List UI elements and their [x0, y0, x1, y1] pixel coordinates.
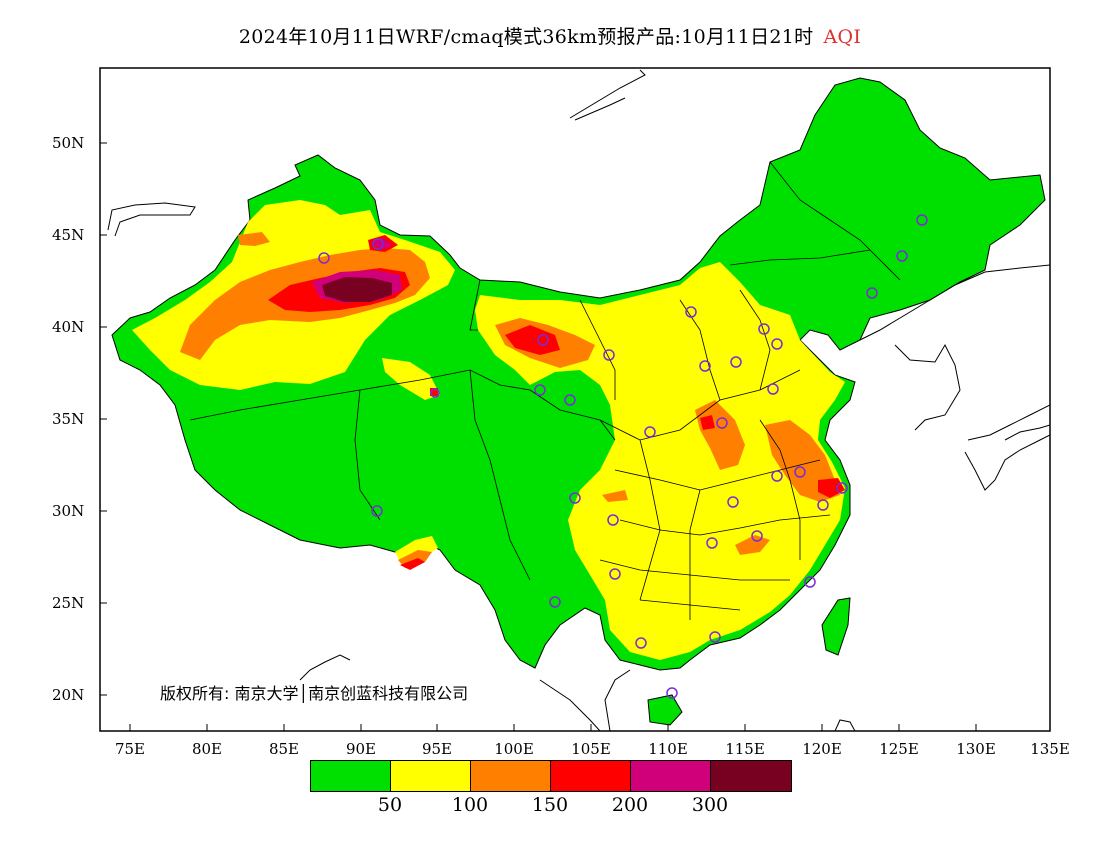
copyright-text: 版权所有: 南京大学│南京创蓝科技有限公司 [160, 684, 469, 703]
lon-label-100e: 100E [494, 740, 534, 758]
colorbar-cell-moderate [391, 761, 471, 791]
usg-zone-hunan [735, 535, 770, 555]
colorbar-label-150: 150 [531, 794, 569, 816]
lat-label-45n: 45N [52, 226, 85, 244]
aqi-colorbar [310, 760, 792, 792]
lon-label-75e: 75E [114, 740, 146, 758]
lat-label-20n: 20N [52, 686, 85, 704]
map-title: 2024年10月11日WRF/cmaq模式36km预报产品:10月11日21时 A… [0, 22, 1100, 49]
lat-label-35n: 35N [52, 410, 85, 428]
hazardous-zone-tarim [322, 277, 392, 302]
unhealthy-zone-henan [700, 415, 715, 430]
lat-label-50n: 50N [52, 134, 85, 152]
taiwan [821, 597, 851, 656]
lon-label-110e: 110E [648, 740, 688, 758]
colorbar-label-100: 100 [451, 794, 489, 816]
moderate-zone-qinghai [382, 358, 440, 400]
unhealthy-zone-yunnan-south [400, 558, 425, 570]
title-text: 2024年10月11日WRF/cmaq模式36km预报产品:10月11日21时 [238, 26, 814, 48]
axis-ticks [100, 142, 1051, 731]
lon-label-135e: 135E [1030, 740, 1070, 758]
title-variable: AQI [823, 26, 862, 48]
colorbar-cell-usg [471, 761, 551, 791]
neighbour-coastlines [107, 69, 1050, 731]
map-frame [99, 67, 1051, 732]
lon-label-80e: 80E [191, 740, 223, 758]
colorbar-label-200: 200 [611, 794, 649, 816]
moderate-zone-yunnan-south [395, 536, 438, 562]
very-unhealthy-zone-urumqi [372, 238, 392, 250]
lon-label-130e: 130E [956, 740, 996, 758]
colorbar-cell-good [311, 761, 391, 791]
lat-label-40n: 40N [52, 318, 85, 336]
lon-label-90e: 90E [345, 740, 377, 758]
lon-label-95e: 95E [421, 740, 453, 758]
usg-zone-junggar [238, 232, 270, 246]
colorbar-cell-very-unhealthy [631, 761, 711, 791]
unhealthy-zone-inner-mongolia [505, 325, 560, 355]
colorbar-label-300: 300 [691, 794, 729, 816]
province-borders [189, 161, 901, 620]
colorbar-cell-hazardous [711, 761, 791, 791]
usg-zone-sichuan [602, 490, 628, 502]
colorbar-cell-unhealthy [551, 761, 631, 791]
lon-label-115e: 115E [725, 740, 765, 758]
lat-label-25n: 25N [52, 594, 85, 612]
lon-label-125e: 125E [879, 740, 919, 758]
station-markers [318, 214, 928, 699]
unhealthy-zone-shanghai [818, 478, 845, 498]
lon-label-120e: 120E [802, 740, 842, 758]
lat-label-30n: 30N [52, 502, 85, 520]
lon-label-85e: 85E [268, 740, 300, 758]
lon-label-105e: 105E [571, 740, 611, 758]
colorbar-label-50: 50 [377, 794, 403, 816]
